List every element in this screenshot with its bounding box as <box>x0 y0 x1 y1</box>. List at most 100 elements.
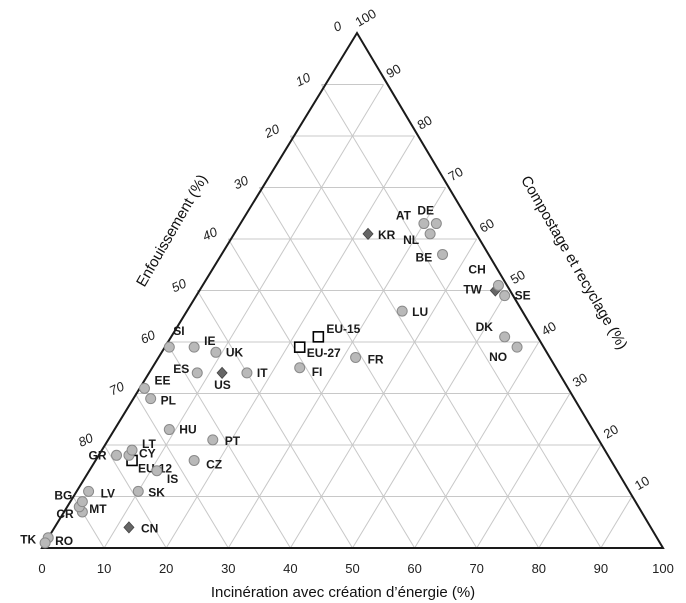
right-tick-label: 20 <box>601 421 621 441</box>
point-label-de: DE <box>417 204 434 218</box>
bottom-tick-label: 10 <box>97 561 111 576</box>
left-tick-label: 70 <box>107 378 127 398</box>
point-label-ee: EE <box>154 373 170 387</box>
point-marker-cz <box>188 454 200 466</box>
point-label-is: IS <box>167 472 178 486</box>
right-tick-label: 90 <box>384 61 404 81</box>
point-label-ch: CH <box>468 262 485 276</box>
point-marker-cn <box>123 521 135 534</box>
point-label-lt: LT <box>142 437 156 451</box>
right-tick-label: 70 <box>446 164 466 184</box>
point-label-it: IT <box>257 366 268 380</box>
point-label-no: NO <box>489 350 507 364</box>
bottom-tick-label: 70 <box>469 561 483 576</box>
point-marker-eu-15 <box>312 331 325 343</box>
point-marker-de <box>430 218 442 230</box>
point-marker-si <box>163 341 175 353</box>
point-marker-nl <box>424 228 436 240</box>
point-label-nl: NL <box>403 233 419 247</box>
point-marker-sk <box>132 485 144 497</box>
bottom-tick-label: 40 <box>283 561 297 576</box>
grid-line-incineration <box>352 290 509 549</box>
point-label-ro: RO <box>55 534 73 548</box>
point-marker-ee <box>138 382 150 394</box>
grid-line-incineration <box>227 187 447 549</box>
point-label-cz: CZ <box>206 457 222 471</box>
left-tick-label: 10 <box>293 69 313 89</box>
point-label-dk: DK <box>476 320 494 334</box>
left-tick-label: 50 <box>169 275 189 295</box>
right-tick-label: 10 <box>632 473 652 493</box>
grid-line-enfouissement <box>321 84 602 549</box>
point-marker-hu <box>163 424 175 436</box>
point-marker-lu <box>396 305 408 317</box>
point-label-fi: FI <box>312 365 323 379</box>
point-marker-se <box>499 290 511 302</box>
point-marker-eu-27 <box>293 341 306 353</box>
chart-ticks: 0 10 20 30 40 50 60 70 80 90 100 0 10 20 30 40 50 60 70 80 1… <box>38 6 673 576</box>
point-marker-is <box>151 465 163 477</box>
right-tick-label: 40 <box>539 318 559 338</box>
right-tick-label: 100 <box>353 6 379 30</box>
grid-line-incineration <box>414 341 540 549</box>
point-label-es: ES <box>173 362 189 376</box>
point-label-fr: FR <box>368 352 384 366</box>
point-marker-ro <box>39 537 51 549</box>
grid-line-incineration <box>476 393 571 549</box>
right-tick-label: 50 <box>508 267 528 287</box>
bottom-tick-label: 60 <box>407 561 421 576</box>
left-tick-label: 60 <box>138 327 158 347</box>
left-tick-label: 0 <box>331 18 345 35</box>
point-label-be: BE <box>416 250 433 264</box>
point-label-tk: TK <box>20 533 36 547</box>
point-marker-be <box>437 248 449 260</box>
bottom-tick-label: 80 <box>532 561 546 576</box>
point-marker-at <box>418 218 430 230</box>
point-label-eu-27: EU-27 <box>307 346 341 360</box>
point-marker-us <box>216 366 228 379</box>
point-label-si: SI <box>173 324 184 338</box>
point-label-eu-15: EU-15 <box>326 322 360 336</box>
grid-line-incineration <box>600 496 633 549</box>
point-label-at: AT <box>396 209 412 223</box>
grid-line-incineration <box>538 444 602 549</box>
grid-line-enfouissement <box>165 341 291 549</box>
point-label-ie: IE <box>204 334 215 348</box>
point-label-gr: GR <box>89 448 107 462</box>
chart-grid <box>72 84 633 549</box>
point-marker-kr <box>362 227 374 240</box>
chart-frame <box>40 31 665 549</box>
point-label-se: SE <box>515 289 531 303</box>
grid-line-incineration <box>103 84 384 549</box>
point-label-cy: CY <box>139 446 156 460</box>
triangle-outline <box>40 31 665 549</box>
left-tick-label: 80 <box>76 430 96 450</box>
point-marker-ch <box>492 279 504 291</box>
left-tick-label: 30 <box>231 172 251 192</box>
point-marker-it <box>241 367 253 379</box>
point-marker-no <box>511 341 523 353</box>
point-label-hu: HU <box>179 423 196 437</box>
point-marker-fi <box>294 362 306 374</box>
bottom-tick-label: 30 <box>221 561 235 576</box>
chart-points: TKROCRMTBGLVEU-12GRCYLTSKCNISCZHUPTPLEEE… <box>20 204 531 549</box>
point-marker-bg <box>76 496 88 508</box>
point-label-mt: MT <box>89 502 107 516</box>
point-label-bg: BG <box>54 489 72 503</box>
grid-line-enfouissement <box>196 290 353 549</box>
point-label-us: US <box>214 378 231 392</box>
point-marker-fr <box>350 351 362 363</box>
right-tick-label: 30 <box>570 370 590 390</box>
point-marker-gr <box>111 449 123 461</box>
point-label-uk: UK <box>226 345 244 359</box>
point-label-tw: TW <box>463 283 482 297</box>
point-label-pl: PL <box>161 394 176 408</box>
bottom-tick-label: 50 <box>345 561 359 576</box>
point-marker-pl <box>145 393 157 405</box>
point-marker-ie <box>188 341 200 353</box>
point-marker-lv <box>83 485 95 497</box>
bottom-axis-title: Incinération avec création d’énergie (%) <box>211 584 475 601</box>
point-label-lu: LU <box>412 305 428 319</box>
point-label-lv: LV <box>101 486 115 500</box>
right-axis-title: Compostage et recyclage (%) <box>517 173 631 353</box>
